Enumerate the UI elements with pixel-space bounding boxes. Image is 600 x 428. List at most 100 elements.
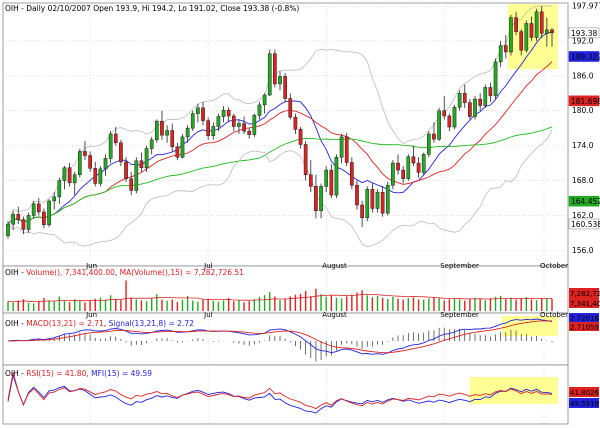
macd-tag-text: 2.71059: [570, 324, 599, 332]
volume-bar: [546, 298, 548, 311]
volume-tag-text: 7,282,727: [570, 290, 600, 298]
candle-body: [545, 29, 549, 34]
price-tag-box: [568, 195, 600, 207]
candle-body: [324, 169, 329, 187]
volume-bar: [43, 298, 45, 311]
candle-body: [524, 23, 529, 51]
candle-body: [165, 130, 169, 136]
candle-body: [201, 107, 205, 121]
candle-body: [278, 76, 282, 85]
volume-bar: [125, 280, 127, 311]
volume-bar: [269, 292, 271, 311]
price-header: OIH - Daily 02/10/2007 Open 193.9, Hi 19…: [5, 4, 299, 13]
macd-header: OIH - MACD(13,21) = 2.71, Signal(13,21,8…: [5, 319, 194, 328]
volume-bar: [474, 297, 476, 311]
volume-bar: [53, 301, 55, 311]
volume-bar: [351, 294, 353, 311]
volume-ma-label: MA(Volume(),15) = 7,282,726.51: [120, 268, 245, 277]
candle-body: [170, 130, 175, 148]
candle-body: [196, 107, 200, 114]
volume-bar: [289, 296, 291, 311]
volume-bar: [346, 296, 348, 311]
volume-bar: [279, 299, 281, 311]
candle-body: [426, 133, 431, 155]
volume-bar: [392, 296, 394, 311]
volume-bar: [7, 301, 9, 311]
price-tag-text: 160.538: [571, 220, 600, 229]
candle-body: [421, 154, 426, 173]
candle-body: [339, 136, 344, 158]
header-symbol: OIH: [5, 4, 19, 13]
candle-body: [509, 17, 513, 53]
candle-body: [447, 115, 452, 128]
candle-body: [237, 123, 241, 127]
candle-body: [16, 214, 21, 220]
signal-line: [7, 320, 553, 354]
volume-bar: [12, 302, 14, 311]
candle-body: [529, 23, 534, 38]
volume-bar: [233, 301, 235, 311]
volume-bar: [402, 299, 404, 311]
candle-body: [273, 53, 277, 85]
candle-body: [154, 120, 159, 141]
candle-body: [360, 204, 364, 219]
volume-bar: [356, 292, 358, 311]
candle-body: [344, 136, 349, 163]
candle-body: [144, 148, 149, 168]
volume-bar: [387, 298, 389, 311]
candle-body: [350, 162, 354, 186]
candle-body: [93, 168, 98, 184]
volume-bar: [135, 299, 138, 311]
candle-body: [78, 151, 82, 175]
candle-body: [385, 184, 390, 214]
volume-bar: [79, 301, 81, 311]
volume-tag-box: [569, 298, 599, 308]
rsi-tag-box: [569, 398, 599, 408]
macd-panel: [2, 312, 569, 366]
header-text: - Daily 02/10/2007 Open 193.9, Hi 194.2,…: [19, 4, 300, 13]
price-tag-box: [568, 27, 600, 39]
candle-body: [473, 98, 477, 117]
volume-bar: [58, 296, 61, 311]
candle-body: [83, 151, 87, 156]
volume-bar: [197, 301, 199, 311]
volume-bar: [145, 301, 148, 311]
volume-tag-box: [569, 288, 599, 298]
candle-body: [442, 110, 447, 117]
candle-body: [514, 17, 518, 32]
volume-bar: [38, 300, 40, 311]
band-upper-line: [7, 5, 552, 225]
candle-body: [139, 160, 144, 168]
candle-body: [216, 116, 221, 127]
price-tag-box: [568, 95, 600, 107]
candle-body: [298, 129, 303, 145]
x-tick-label-volume: Jul: [203, 311, 213, 319]
candle-body: [124, 161, 128, 180]
volume-bar: [453, 298, 456, 311]
candle-body: [303, 144, 308, 175]
candle-body: [113, 133, 118, 143]
candle-body: [242, 123, 246, 132]
volume-bar: [479, 299, 481, 311]
candle-body: [257, 104, 262, 116]
volume-bar: [489, 298, 492, 311]
candle-body: [267, 53, 272, 96]
mfi-label: MFI(15) = 49.59: [91, 369, 152, 378]
volume-bar: [48, 300, 50, 311]
volume-bar: [530, 299, 533, 311]
candle-body: [539, 11, 544, 34]
volume-bar: [32, 303, 35, 311]
volume-bar: [371, 297, 374, 311]
candle-body: [370, 189, 375, 209]
volume-bar: [115, 298, 117, 311]
macd-label: MACD(13,21) = 2.71: [26, 319, 104, 328]
volume-symbol: OIH: [5, 268, 19, 277]
rsi-line: [7, 372, 553, 410]
volume-bar: [171, 299, 173, 311]
y-tick-label: 192.0: [572, 36, 594, 45]
volume-bar: [89, 300, 91, 311]
volume-bar: [94, 298, 96, 311]
volume-bar: [253, 299, 256, 311]
x-tick-label: October: [540, 262, 568, 270]
volume-bar: [535, 300, 538, 311]
